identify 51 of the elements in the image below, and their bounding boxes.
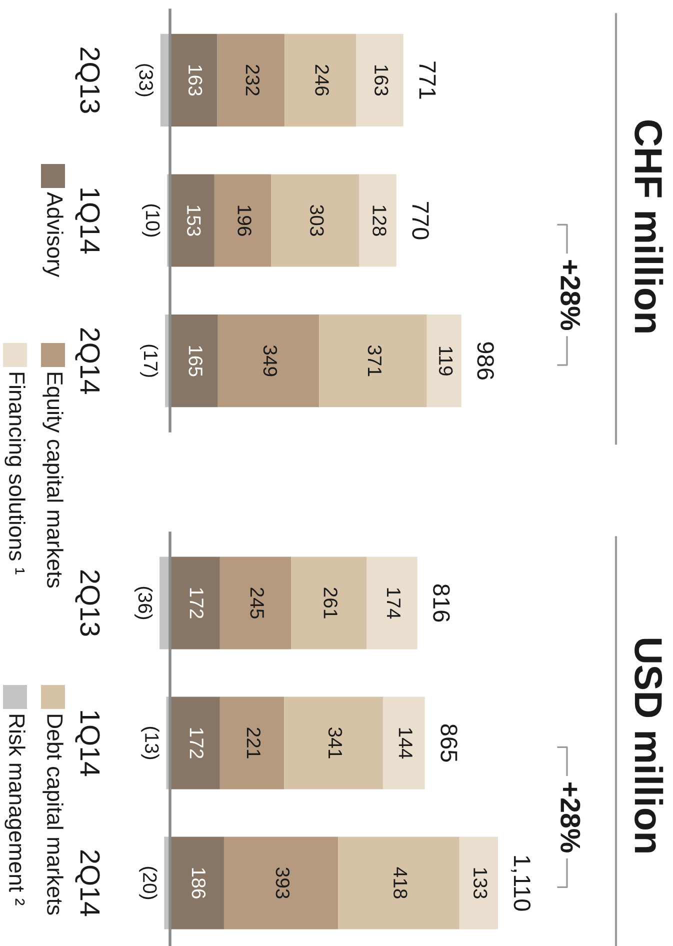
total-label: 770 [412, 202, 429, 240]
data-label: (10) [142, 204, 160, 237]
data-label: (36) [134, 586, 153, 620]
data-label: 119 [438, 346, 453, 376]
data-label: 418 [394, 867, 408, 898]
text: USD million [634, 638, 664, 852]
data-label: 196 [238, 206, 252, 236]
data-label: 393 [276, 868, 290, 898]
data-label: 133 [473, 868, 488, 898]
data-label: 221 [246, 728, 261, 758]
data-label: 128 [372, 206, 386, 236]
data-label: 172 [190, 588, 204, 618]
data-label: 163 [374, 65, 388, 96]
data-label: 246 [315, 64, 329, 96]
data-label: (33) [135, 64, 154, 96]
total-label: 816 [433, 584, 450, 622]
total-label: 771 [419, 62, 436, 99]
text: +28% [560, 260, 580, 330]
data-label: 174 [387, 588, 400, 619]
data-label: 261 [324, 588, 338, 618]
data-label: 165 [188, 346, 202, 376]
data-label: 163 [188, 65, 202, 96]
legend-label: Advisory [42, 192, 64, 278]
y-tick-label: 1Q14 [75, 711, 100, 776]
data-label: 144 [398, 728, 412, 759]
y-tick-label: 2Q13 [75, 570, 100, 636]
data-label: 371 [368, 345, 382, 376]
text: +28% [560, 782, 580, 852]
legend-label: Equity capital markets [42, 372, 64, 588]
data-label: 303 [310, 205, 324, 236]
total-label: 1,110 [510, 856, 530, 911]
data-label: 341 [328, 728, 342, 758]
data-label: 186 [192, 868, 206, 898]
total-label: 865 [440, 724, 458, 762]
y-tick-label: 2Q13 [75, 48, 100, 113]
y-tick-label: 2Q14 [75, 328, 100, 394]
data-label: (20) [139, 866, 158, 900]
total-label: 986 [477, 342, 494, 380]
legend-label: Financing solutions ¹ [4, 372, 26, 574]
y-tick-label: 2Q14 [75, 850, 100, 916]
data-label: 172 [190, 728, 204, 758]
data-label: 153 [186, 206, 201, 236]
legend-label: Debt capital markets [42, 714, 64, 915]
text: CHF million [634, 120, 664, 332]
data-label: (13) [141, 726, 160, 760]
legend-label: Risk management ² [4, 714, 26, 906]
data-label: 232 [246, 64, 260, 96]
data-label: 349 [263, 345, 278, 376]
data-label: (17) [140, 344, 158, 377]
data-label: 245 [250, 588, 264, 618]
y-tick-label: 1Q14 [75, 188, 100, 254]
